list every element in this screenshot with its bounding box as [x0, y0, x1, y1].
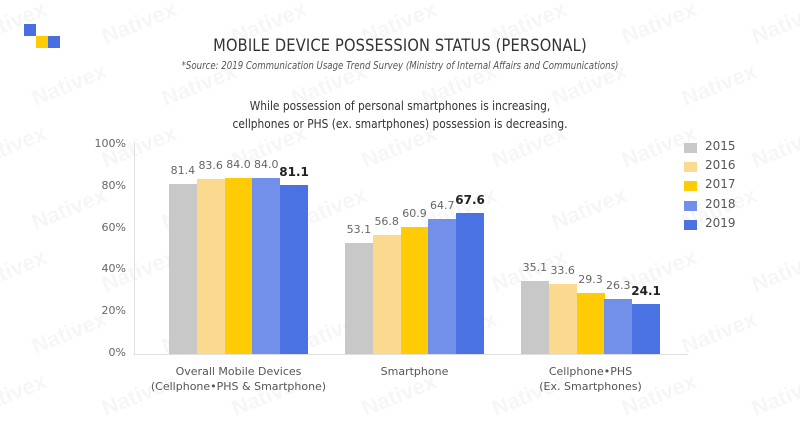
bar-value-label: 35.1	[522, 260, 548, 274]
bar-value-label: 56.8	[374, 215, 399, 229]
bar-value-label: 60.9	[402, 206, 427, 220]
watermark-text: Nativex	[748, 0, 800, 50]
watermark-text: Nativex	[748, 244, 800, 297]
bar-2018	[428, 218, 457, 354]
watermark-text: Nativex	[0, 244, 50, 297]
bar-2018	[604, 299, 633, 354]
category-label-line-1: Cellphone•PHS	[548, 365, 633, 378]
bar-value-label: 64.7	[430, 198, 455, 212]
bar-2017	[400, 226, 429, 354]
subtitle-line-1: While possession of personal smartphones…	[249, 98, 551, 113]
bar-value-label: 26.3	[606, 279, 631, 293]
logo-square-blue-top	[24, 24, 36, 36]
bar-2018	[252, 178, 281, 354]
legend-swatch	[684, 181, 697, 192]
bar-value-label: 84.0	[254, 158, 279, 172]
category-label-line-2: (Cellphone•PHS & Smartphone)	[150, 380, 327, 393]
legend-label: 2018	[705, 196, 736, 211]
legend-swatch	[684, 200, 697, 211]
x-axis-line	[134, 354, 688, 355]
y-tick-label: 20%	[101, 304, 126, 318]
category-label-line-1: Overall Mobile Devices	[175, 365, 302, 378]
bar-value-label: 67.6	[455, 192, 485, 207]
y-tick-label: 100%	[94, 137, 126, 150]
category-label-line-1: Smartphone	[380, 365, 449, 378]
bar-2015	[521, 280, 550, 354]
bar-value-label: 84.0	[226, 158, 251, 172]
chart-source: *Source: 2019 Communication Usage Trend …	[181, 60, 619, 72]
bar-2015	[169, 183, 198, 354]
bar-value-label: 83.6	[198, 159, 223, 173]
x-category-label: Smartphone	[315, 364, 515, 379]
watermark-text: Nativex	[748, 368, 800, 421]
logo-square-blue-right	[48, 36, 60, 48]
legend-label: 2016	[705, 158, 736, 173]
bar-value-label: 29.3	[578, 272, 603, 286]
legend-label: 2019	[705, 215, 736, 230]
legend-label: 2017	[705, 177, 736, 192]
watermark-text: Nativex	[678, 306, 760, 359]
bar-value-label: 81.4	[170, 163, 196, 177]
x-category-label: Cellphone•PHS (Ex. Smartphones)	[491, 364, 691, 394]
y-tick-label: 40%	[101, 262, 126, 276]
legend-swatch	[684, 219, 697, 230]
legend-swatch	[684, 143, 697, 153]
legend-swatch	[684, 162, 697, 173]
bar-2016	[196, 179, 225, 354]
watermark-text: Nativex	[0, 120, 50, 173]
bar-value-label: 24.1	[631, 283, 661, 298]
bar-2017	[576, 292, 605, 354]
bar-2016	[548, 283, 577, 354]
subtitle-line-2: cellphones or PHS (ex. smartphones) poss…	[232, 116, 568, 131]
chart-title: MOBILE DEVICE POSSESSION STATUS (PERSONA…	[213, 36, 587, 56]
bar-value-label: 33.6	[550, 263, 575, 277]
bar-2015	[345, 243, 374, 354]
logo-square-yellow	[36, 36, 48, 48]
y-axis-line	[134, 142, 135, 354]
category-label-line-2: (Ex. Smartphones)	[539, 380, 642, 393]
watermark-text: Nativex	[748, 120, 800, 173]
watermark-text: Nativex	[0, 368, 50, 421]
y-tick-label: 0%	[108, 346, 126, 359]
x-category-label: Overall Mobile Devices (Cellphone•PHS & S…	[139, 364, 339, 394]
bar-2019	[456, 212, 485, 354]
bar-value-label: 53.1	[346, 223, 372, 237]
legend-label: 2015	[705, 139, 736, 153]
y-tick-label: 80%	[101, 178, 126, 192]
bar-2019	[632, 303, 661, 354]
chart-subtitle: While possession of personal smartphones…	[60, 97, 740, 133]
y-tick-label: 60%	[101, 220, 126, 234]
watermark-text: Nativex	[548, 182, 630, 235]
bar-2019	[280, 184, 309, 354]
bar-value-label: 81.1	[279, 164, 309, 179]
bar-2016	[372, 235, 401, 354]
bar-2017	[224, 178, 253, 354]
